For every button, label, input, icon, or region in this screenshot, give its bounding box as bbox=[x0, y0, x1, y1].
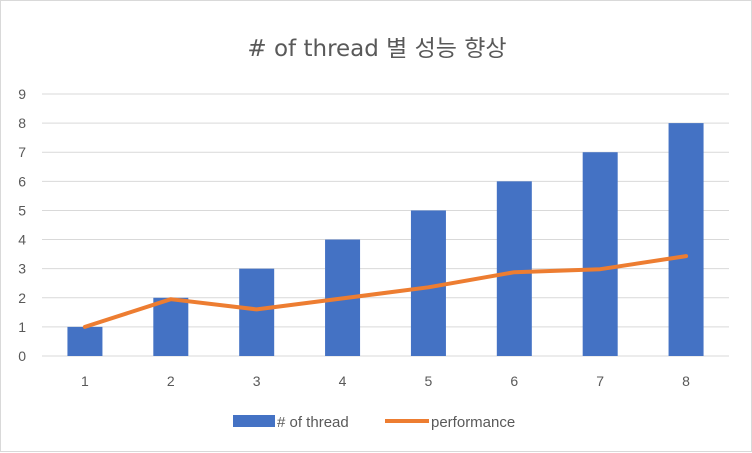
y-tick-label: 1 bbox=[18, 319, 26, 335]
legend-label-threads: # of thread bbox=[277, 414, 349, 431]
x-tick-label: 2 bbox=[167, 373, 175, 389]
x-tick-label: 1 bbox=[81, 373, 89, 389]
bar bbox=[583, 152, 618, 356]
chart-title: # of thread 별 성능 향상 bbox=[247, 36, 506, 62]
y-tick-label: 7 bbox=[18, 144, 26, 160]
gridlines bbox=[42, 94, 729, 356]
x-tick-label: 3 bbox=[253, 373, 261, 389]
y-tick-label: 6 bbox=[18, 173, 26, 189]
legend-label-performance: performance bbox=[431, 414, 515, 431]
x-tick-label: 8 bbox=[682, 373, 690, 389]
bar bbox=[67, 327, 102, 356]
x-axis: 1 2 3 4 5 6 7 8 bbox=[81, 373, 690, 389]
y-tick-label: 5 bbox=[18, 202, 26, 218]
legend: # of thread performance bbox=[233, 414, 515, 431]
bar bbox=[669, 123, 704, 356]
y-axis: 0 1 2 3 4 5 6 7 8 9 bbox=[18, 86, 26, 364]
y-tick-label: 9 bbox=[18, 86, 26, 102]
bar bbox=[153, 298, 188, 356]
bar bbox=[239, 269, 274, 356]
x-tick-label: 5 bbox=[425, 373, 433, 389]
y-tick-label: 0 bbox=[18, 348, 26, 364]
x-tick-label: 6 bbox=[510, 373, 518, 389]
x-tick-label: 7 bbox=[596, 373, 604, 389]
y-tick-label: 4 bbox=[18, 232, 26, 248]
y-tick-label: 2 bbox=[18, 290, 26, 306]
y-tick-label: 3 bbox=[18, 261, 26, 277]
x-tick-label: 4 bbox=[339, 373, 347, 389]
bar bbox=[497, 181, 532, 356]
y-tick-label: 8 bbox=[18, 115, 26, 131]
legend-swatch-bar bbox=[233, 415, 275, 427]
